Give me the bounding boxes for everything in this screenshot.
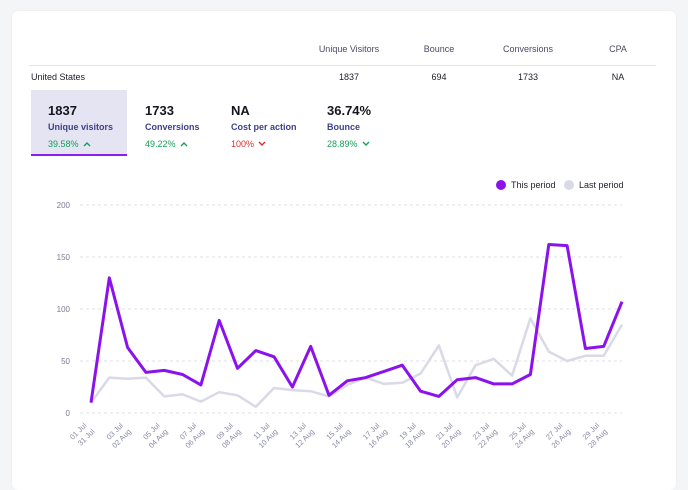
series-line-this-period	[89, 243, 624, 403]
table-cell-cpa: NA	[611, 72, 625, 82]
table-divider	[29, 65, 656, 66]
metric-change-value: 49.22%	[145, 139, 176, 149]
metric-value: 1733	[145, 103, 174, 118]
legend-this-period[interactable]: This period	[496, 180, 556, 190]
metric-value: 36.74%	[327, 103, 372, 118]
metric-change-value: 28.89%	[327, 139, 358, 149]
chevron-down-icon	[362, 141, 370, 146]
chevron-up-icon	[83, 142, 91, 147]
metric-change-value: 39.58%	[48, 139, 79, 149]
metric-value: 1837	[48, 103, 77, 118]
legend-label-last-period: Last period	[579, 180, 624, 190]
legend-label-this-period: This period	[511, 180, 556, 190]
legend-swatch-this-period	[496, 180, 506, 190]
table-cell-conversions: 1733	[517, 72, 539, 82]
column-header-unique-visitors[interactable]: Unique Visitors	[318, 44, 380, 54]
metric-tab-bounce[interactable]: 36.74% Bounce 28.89%	[327, 90, 407, 156]
y-tick-label: 200	[57, 201, 71, 210]
metric-change: 39.58%	[48, 139, 127, 149]
chevron-down-icon	[258, 141, 266, 146]
column-header-cpa[interactable]: CPA	[609, 44, 627, 54]
y-tick-label: 150	[57, 253, 71, 262]
series-line-last-period	[89, 317, 624, 409]
chevron-up-icon	[180, 142, 188, 147]
metric-value: NA	[231, 103, 250, 118]
column-header-bounce[interactable]: Bounce	[423, 44, 455, 54]
column-header-conversions[interactable]: Conversions	[502, 44, 554, 54]
y-tick-label: 0	[66, 409, 71, 418]
metric-tab-conversions[interactable]: 1733 Conversions 49.22%	[145, 90, 225, 156]
metric-tab-unique-visitors[interactable]: 1837 Unique visitors 39.58%	[31, 90, 127, 156]
metric-label: Cost per action	[231, 122, 297, 132]
metric-change-value: 100%	[231, 139, 255, 149]
y-tick-label: 50	[61, 357, 70, 366]
metric-change: 49.22%	[145, 139, 225, 149]
table-cell-country: United States	[31, 72, 86, 82]
metric-label: Unique visitors	[48, 122, 114, 132]
metric-label: Bounce	[327, 122, 361, 132]
metric-label: Conversions	[145, 122, 200, 132]
legend-last-period[interactable]: Last period	[564, 180, 624, 190]
y-tick-label: 100	[57, 305, 71, 314]
legend-swatch-last-period	[564, 180, 574, 190]
metric-change: 28.89%	[327, 139, 407, 149]
table-cell-bounce: 694	[431, 72, 447, 82]
metric-tab-cost-per-action[interactable]: NA Cost per action 100%	[231, 90, 321, 156]
metric-change: 100%	[231, 139, 321, 149]
table-cell-unique-visitors: 1837	[338, 72, 360, 82]
